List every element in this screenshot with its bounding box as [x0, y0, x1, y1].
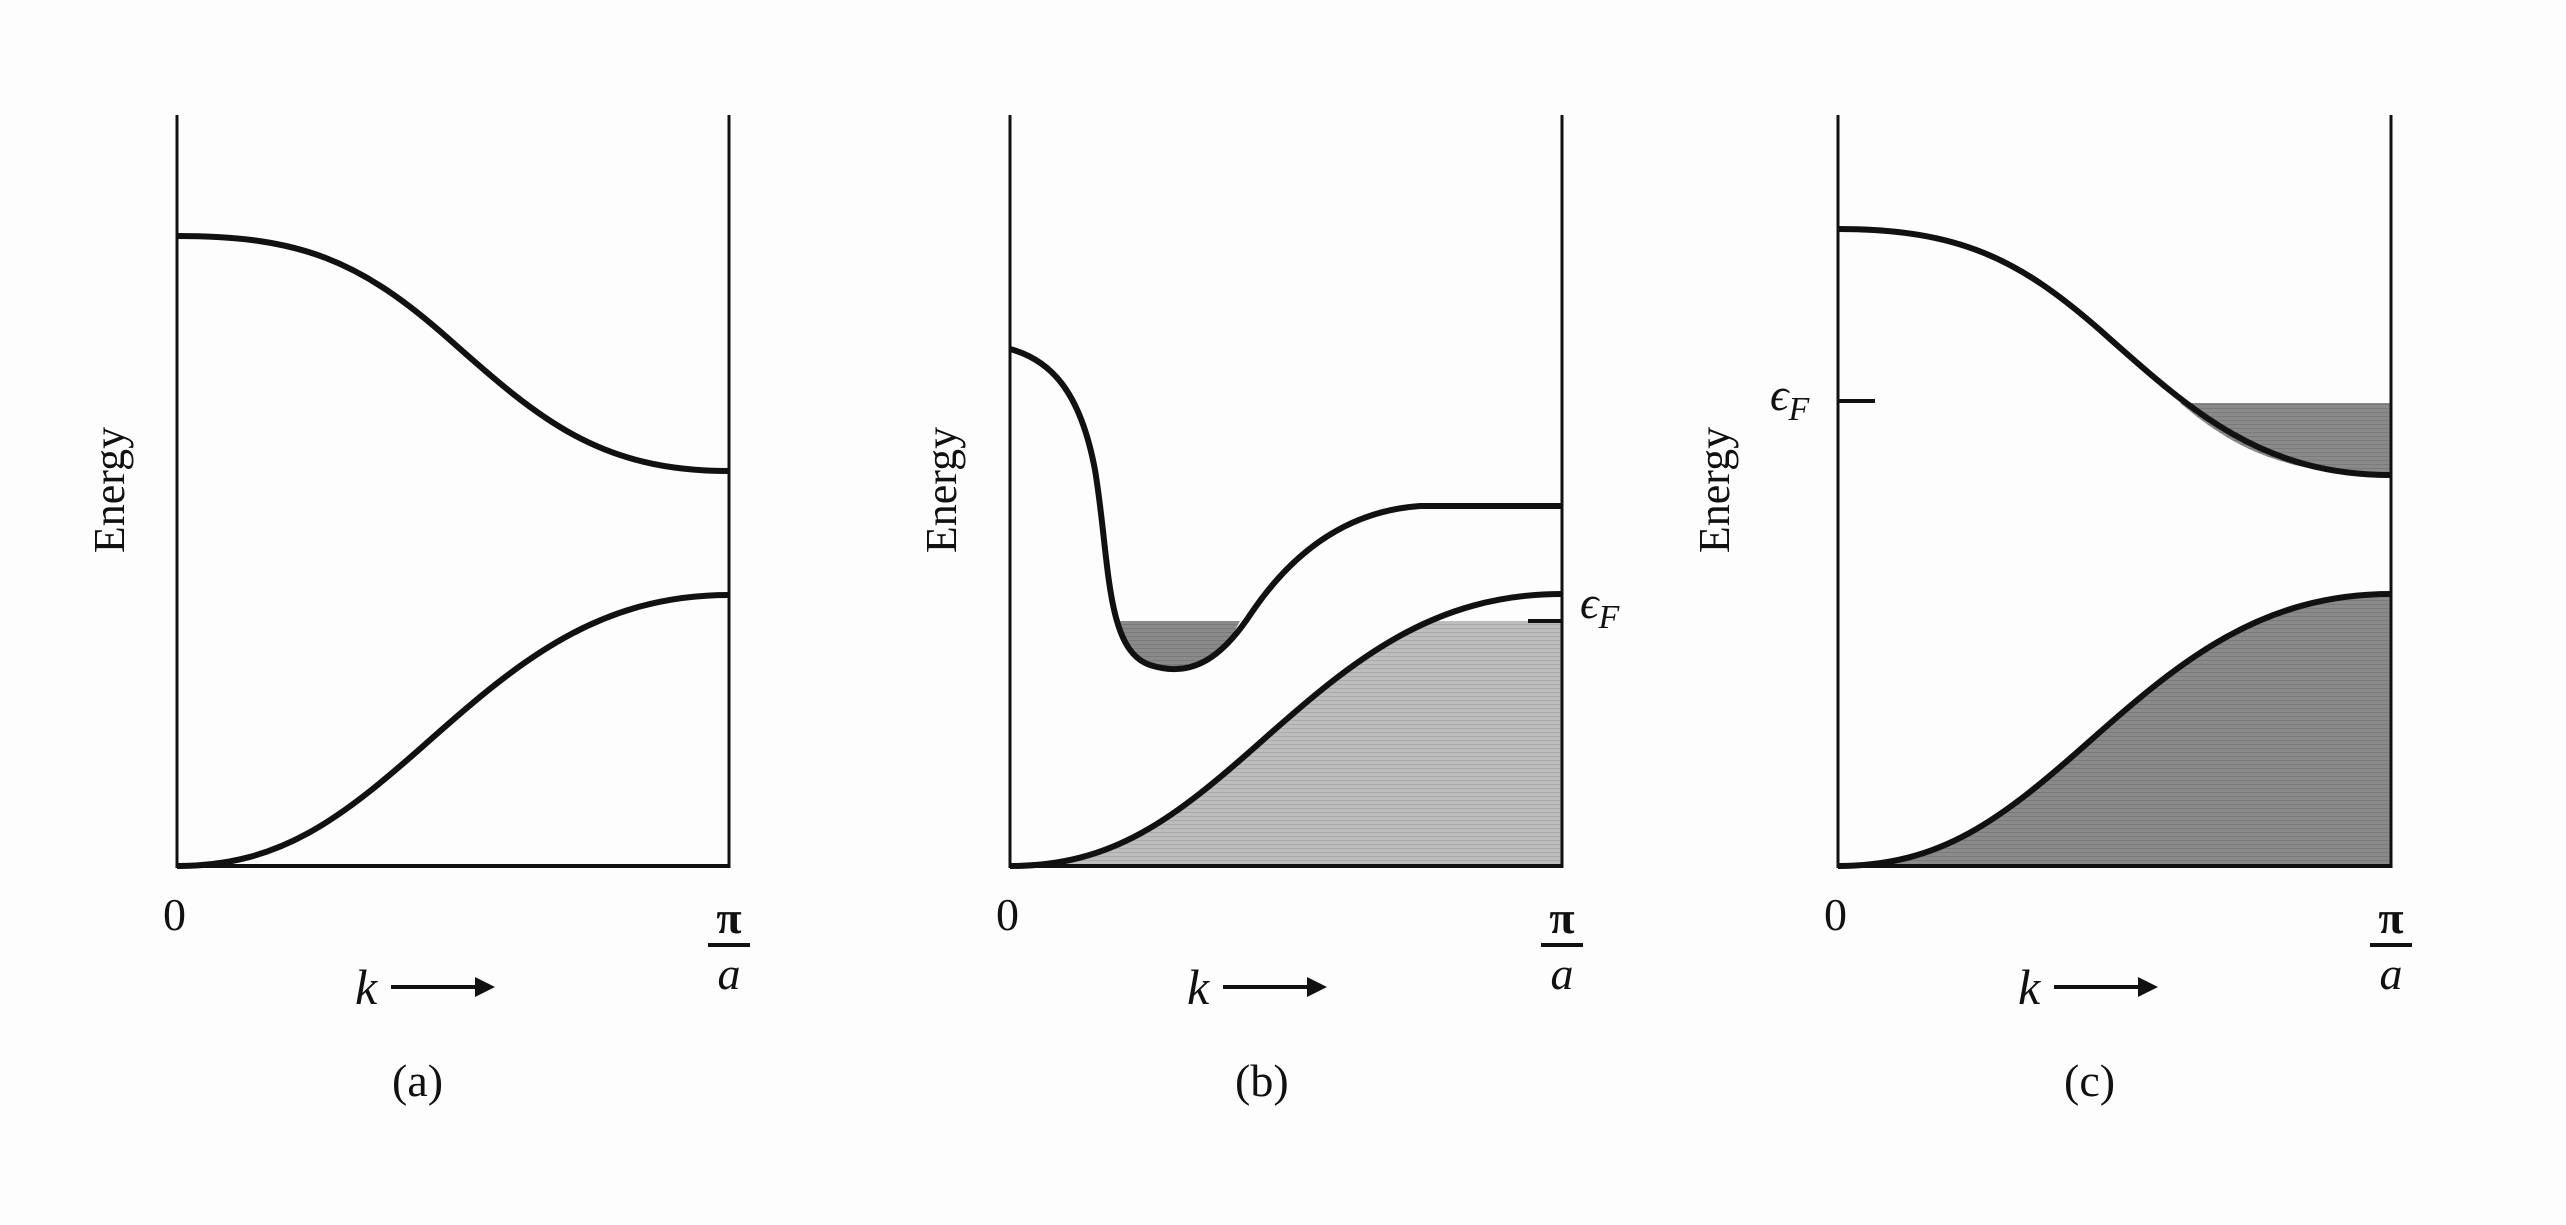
right-arrow-icon: [391, 977, 496, 997]
panel-b-upper-band: [1009, 346, 1562, 672]
right-arrow-icon: [2054, 977, 2159, 997]
panel-c-caption: (c): [2064, 1055, 2116, 1106]
lattice-constant: a: [2379, 948, 2403, 999]
k-label: k: [355, 959, 378, 1015]
panel-c-ylabel: Energy: [1690, 426, 1739, 554]
panel-a-xlabel: k: [355, 959, 496, 1015]
fraction-bar: [1541, 943, 1583, 947]
panel-a-upper-band: [176, 233, 730, 474]
fermi-subscript: F: [1598, 599, 1620, 636]
panel-b-ylabel: Energy: [917, 426, 966, 554]
panel-c-x-end: π a: [2366, 895, 2416, 997]
panel-b-lower-band: [1009, 591, 1563, 869]
epsilon-symbol: ϵ: [1580, 577, 1599, 628]
pi-symbol: π: [1549, 892, 1575, 943]
k-label: k: [1187, 959, 1210, 1015]
panel-a-lower-band: [176, 592, 730, 869]
fraction-bar: [2370, 943, 2412, 947]
panel-c: [1836, 115, 2393, 869]
panel-a: [175, 115, 731, 869]
lattice-constant: a: [717, 948, 741, 999]
right-arrow-icon: [1223, 977, 1328, 997]
panel-c-x-start: 0: [1824, 889, 1847, 940]
lattice-constant: a: [1550, 948, 1574, 999]
pi-symbol: π: [716, 892, 742, 943]
panel-b: [1008, 115, 1564, 869]
panel-c-xlabel: k: [2018, 959, 2159, 1015]
panel-a-caption: (a): [392, 1055, 444, 1106]
k-label: k: [2018, 959, 2041, 1015]
epsilon-symbol: ϵ: [1770, 369, 1789, 420]
panel-b-lower-fill: [1010, 621, 1562, 866]
panel-c-fermi-label: ϵF: [1770, 372, 1809, 427]
panel-a-x-start: 0: [163, 889, 186, 940]
panel-c-lower-fill: [1838, 594, 2391, 866]
pi-symbol: π: [2378, 892, 2404, 943]
panel-c-upper-fill: [2180, 403, 2391, 475]
panel-b-x-start: 0: [996, 889, 1019, 940]
fermi-subscript: F: [1788, 391, 1810, 428]
panel-b-x-end: π a: [1537, 895, 1587, 997]
panel-c-lower-band: [1837, 591, 2392, 869]
panel-b-xlabel: k: [1187, 959, 1328, 1015]
panel-b-caption: (b): [1235, 1055, 1289, 1106]
panel-c-upper-band: [1837, 226, 2392, 478]
panel-b-fermi-label: ϵF: [1580, 580, 1619, 635]
fraction-bar: [708, 943, 750, 947]
panel-a-ylabel: Energy: [85, 426, 134, 554]
panel-a-x-end: π a: [704, 895, 754, 997]
